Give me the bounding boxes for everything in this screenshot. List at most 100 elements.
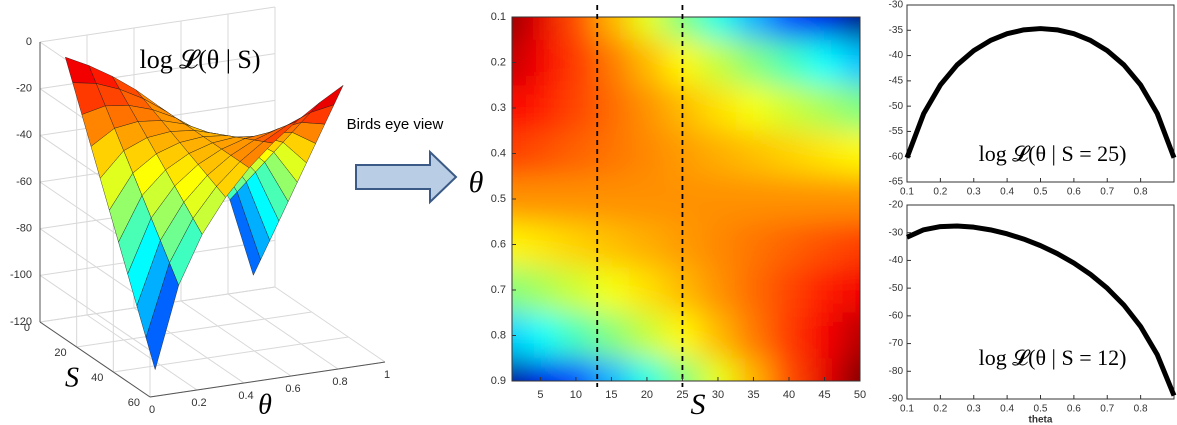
x-tick-label: 15 bbox=[605, 389, 617, 401]
heatmap-cell bbox=[526, 85, 559, 132]
heatmap-cell bbox=[593, 221, 630, 268]
y-tick-label: 20 bbox=[54, 347, 66, 359]
heatmap-cell bbox=[771, 17, 808, 41]
heatmap-cell bbox=[558, 358, 595, 381]
heatmap-cell bbox=[593, 17, 630, 41]
heatmap-cell bbox=[735, 312, 772, 359]
surface-patch bbox=[145, 262, 179, 371]
z-tick-label: -80 bbox=[16, 223, 32, 235]
y-tick-label: -65 bbox=[889, 177, 904, 188]
heatmap-cell bbox=[842, 130, 860, 177]
chart-title: log 𝓛(θ | S) bbox=[139, 45, 260, 74]
x-axis-label: θ bbox=[258, 389, 272, 420]
heatmap-cell bbox=[735, 85, 772, 132]
heatmap-cell bbox=[700, 85, 737, 132]
heatmap-cell bbox=[700, 312, 737, 359]
heatmap-cell bbox=[771, 221, 808, 268]
heatmap-cell bbox=[806, 39, 843, 86]
heatmap-cell bbox=[526, 17, 559, 41]
heatmap-cell bbox=[512, 130, 527, 177]
heatmap-cell bbox=[806, 17, 843, 41]
x-tick-label: 0.2 bbox=[191, 397, 206, 409]
heatmap-cell bbox=[842, 267, 860, 314]
y-tick-label: 40 bbox=[91, 372, 103, 384]
heatmap-cell bbox=[526, 312, 559, 359]
x-tick-label: 0.1 bbox=[900, 404, 914, 415]
x-tick-label: 20 bbox=[641, 389, 653, 401]
heatmap-cell bbox=[700, 130, 737, 177]
y-tick-label: 0.6 bbox=[491, 238, 506, 250]
y-tick-label: 0.4 bbox=[491, 147, 506, 159]
heatmap-cell bbox=[806, 267, 843, 314]
grid-line bbox=[39, 228, 151, 305]
heatmap-cell bbox=[806, 221, 843, 268]
heatmap-cell bbox=[700, 17, 737, 41]
heatmap-cell bbox=[842, 39, 860, 86]
heatmap-cell bbox=[771, 130, 808, 177]
x-tick-label: 0.2 bbox=[933, 187, 947, 198]
heatmap-cell bbox=[771, 267, 808, 314]
annotation: Birds eye view bbox=[347, 116, 444, 133]
heatmap-cell bbox=[526, 267, 559, 314]
grid-line bbox=[180, 300, 292, 377]
x-tick-label: 0.3 bbox=[967, 187, 981, 198]
heatmap-cell bbox=[593, 39, 630, 86]
heatmap-cell bbox=[842, 176, 860, 223]
heatmap-cell bbox=[629, 85, 666, 132]
x-tick-label: 0.4 bbox=[238, 390, 253, 402]
heatmap-cell bbox=[735, 267, 772, 314]
y-tick-label: -60 bbox=[889, 151, 904, 162]
y-tick-label: 0 bbox=[24, 322, 30, 334]
heatmap-cell bbox=[558, 17, 595, 41]
y-tick-label: -80 bbox=[889, 366, 904, 377]
heatmap-cell bbox=[735, 130, 772, 177]
grid-line bbox=[113, 336, 349, 373]
y-tick-label: -40 bbox=[889, 50, 904, 61]
heatmap-cell bbox=[629, 221, 666, 268]
x-tick-label: 0.4 bbox=[1000, 187, 1014, 198]
heatmap-cell bbox=[735, 358, 772, 381]
x-tick-label: 25 bbox=[676, 389, 688, 401]
heatmap-cell bbox=[593, 358, 630, 381]
heatmap-cell bbox=[512, 176, 527, 223]
plot-frame bbox=[906, 204, 1175, 400]
x-tick-label: 0.3 bbox=[967, 404, 981, 415]
y-tick-label: 0.7 bbox=[491, 284, 506, 296]
heatmap-cell bbox=[771, 39, 808, 86]
heatmap-cell bbox=[806, 130, 843, 177]
heatmap-cell bbox=[526, 130, 559, 177]
x-tick-label: 35 bbox=[747, 389, 759, 401]
y-tick-label: -30 bbox=[889, 227, 904, 238]
heatmap-cell bbox=[629, 358, 666, 381]
x-axis bbox=[149, 361, 386, 398]
x-tick-label: 0.4 bbox=[1000, 404, 1014, 415]
heatmap-clip bbox=[512, 17, 860, 381]
x-tick-label: 10 bbox=[570, 389, 582, 401]
x-tick-label: 40 bbox=[783, 389, 795, 401]
heatmap-cell bbox=[593, 312, 630, 359]
heatmap-cell bbox=[629, 39, 666, 86]
x-tick-label: 5 bbox=[537, 389, 543, 401]
y-axis-label: S bbox=[65, 362, 79, 393]
heatmap-cell bbox=[526, 176, 559, 223]
z-tick-label: -120 bbox=[10, 316, 32, 328]
arrow bbox=[355, 149, 458, 205]
z-tick-label: -40 bbox=[16, 129, 32, 141]
x-tick-label: 1 bbox=[384, 369, 390, 381]
x-tick-label: 0.5 bbox=[1034, 187, 1048, 198]
y-tick-label: -55 bbox=[889, 126, 904, 137]
heatmap-cell bbox=[558, 176, 595, 223]
grid-line bbox=[227, 293, 339, 370]
y-tick-label: -20 bbox=[889, 200, 904, 211]
annotation: log 𝓛(θ | S = 12) bbox=[979, 345, 1127, 370]
heatmap-cell bbox=[806, 85, 843, 132]
heatmap-cell bbox=[700, 176, 737, 223]
x-tick-label: 0.2 bbox=[933, 404, 947, 415]
heatmap-cell bbox=[558, 312, 595, 359]
heatmap-cell bbox=[735, 221, 772, 268]
grid-line bbox=[76, 311, 312, 348]
y-axis bbox=[39, 321, 151, 398]
y-tick-label: -50 bbox=[889, 101, 904, 112]
grid-line bbox=[39, 274, 151, 351]
